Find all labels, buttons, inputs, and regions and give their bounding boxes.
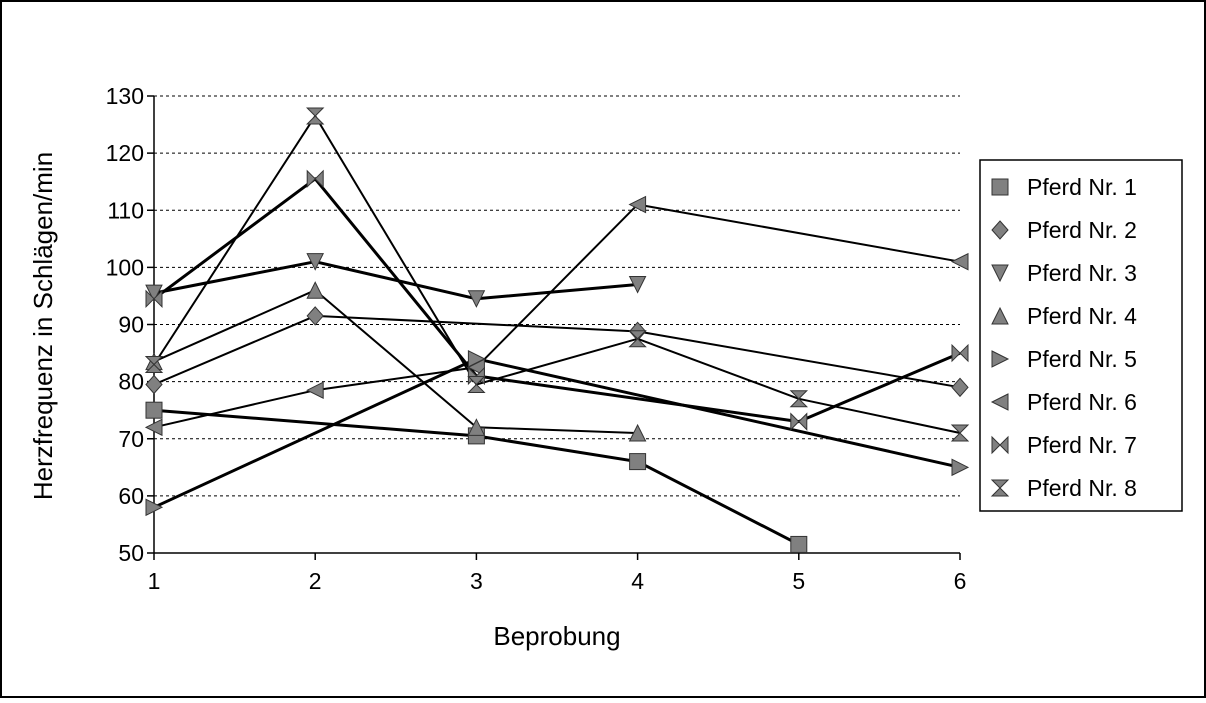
legend: Pferd Nr. 1 Pferd Nr. 2 Pferd Nr. 3 Pferd N… <box>979 159 1183 512</box>
data-point-series-2 <box>951 377 969 398</box>
y-tick-label: 100 <box>106 254 144 280</box>
axes: 50 60 70 80 90 100 110 120 130 1 2 3 4 5 6 <box>106 83 967 594</box>
data-point-series-6 <box>628 195 647 214</box>
data-point-series-5 <box>467 349 486 368</box>
y-tick-label: 60 <box>118 483 144 509</box>
y-tick-label: 90 <box>118 312 144 338</box>
data-point-series-1 <box>790 535 808 553</box>
y-axis-title: Herzfrequenz in Schlägen/min <box>28 152 58 500</box>
data-point-series-6 <box>950 252 969 271</box>
series-line-4 <box>153 289 638 434</box>
data-point-series-8 <box>305 107 325 125</box>
x-axis-title: Beprobung <box>493 621 620 651</box>
legend-marker-3 <box>991 264 1009 283</box>
data-point-series-6 <box>144 418 163 437</box>
legend-marker-7 <box>991 435 1009 455</box>
data-point-series-7 <box>306 169 324 189</box>
legend-marker-8 <box>990 479 1010 497</box>
data-point-series-8 <box>628 330 647 348</box>
data-point-series-3 <box>145 284 163 303</box>
x-tick-label: 1 <box>148 568 161 594</box>
data-point-series-1 <box>629 453 647 471</box>
legend-marker-4 <box>991 306 1009 325</box>
data-point-series-4 <box>306 281 325 299</box>
data-point-series-7 <box>790 412 808 431</box>
legend-label-3: Pferd Nr. 3 <box>1027 260 1137 286</box>
legend-marker-1 <box>991 178 1009 196</box>
data-point-series-1 <box>145 401 163 419</box>
y-tick-label: 110 <box>107 197 144 223</box>
legend-marker-5 <box>991 350 1010 368</box>
series-markers <box>144 107 970 553</box>
y-tick-label: 120 <box>106 140 144 166</box>
y-tick-label: 130 <box>106 83 144 109</box>
data-point-series-3 <box>467 290 486 308</box>
data-point-series-3 <box>306 253 325 271</box>
series-line-1 <box>153 408 800 546</box>
y-tick-label: 80 <box>118 369 144 395</box>
series-line-2 <box>153 314 961 389</box>
x-tick-label: 3 <box>470 568 483 594</box>
data-point-series-8 <box>950 424 970 442</box>
legend-label-1: Pferd Nr. 1 <box>1027 174 1137 200</box>
data-point-series-2 <box>145 374 163 395</box>
data-point-series-5 <box>145 498 164 517</box>
legend-label-5: Pferd Nr. 5 <box>1027 346 1137 372</box>
legend-label-6: Pferd Nr. 6 <box>1027 389 1137 415</box>
series-line-8 <box>153 115 961 434</box>
data-point-series-7 <box>951 343 969 363</box>
data-point-series-8 <box>789 390 809 408</box>
data-point-series-2 <box>306 306 324 326</box>
y-tick-label: 50 <box>118 540 144 566</box>
data-point-series-7 <box>145 289 163 309</box>
data-point-series-4 <box>467 418 486 436</box>
legend-label-4: Pferd Nr. 4 <box>1027 303 1137 329</box>
x-tick-label: 5 <box>792 568 805 594</box>
legend-box <box>979 159 1183 512</box>
legend-marker-2 <box>991 220 1009 240</box>
data-point-series-5 <box>951 458 970 477</box>
data-point-series-6 <box>306 381 324 400</box>
x-tick-label: 2 <box>309 568 322 594</box>
series-line-3 <box>153 260 638 301</box>
x-tick-label: 4 <box>631 568 644 594</box>
data-point-series-8 <box>467 375 486 393</box>
legend-label-2: Pferd Nr. 2 <box>1027 217 1137 243</box>
data-point-series-8 <box>144 355 164 373</box>
data-point-series-4 <box>628 423 647 442</box>
gridlines <box>154 95 960 497</box>
legend-label-7: Pferd Nr. 7 <box>1027 432 1137 458</box>
data-point-series-3 <box>628 276 647 294</box>
y-tick-label: 70 <box>118 426 144 452</box>
x-tick-label: 6 <box>954 568 967 594</box>
legend-label-8: Pferd Nr. 8 <box>1027 475 1137 501</box>
legend-marker-6 <box>990 393 1009 411</box>
